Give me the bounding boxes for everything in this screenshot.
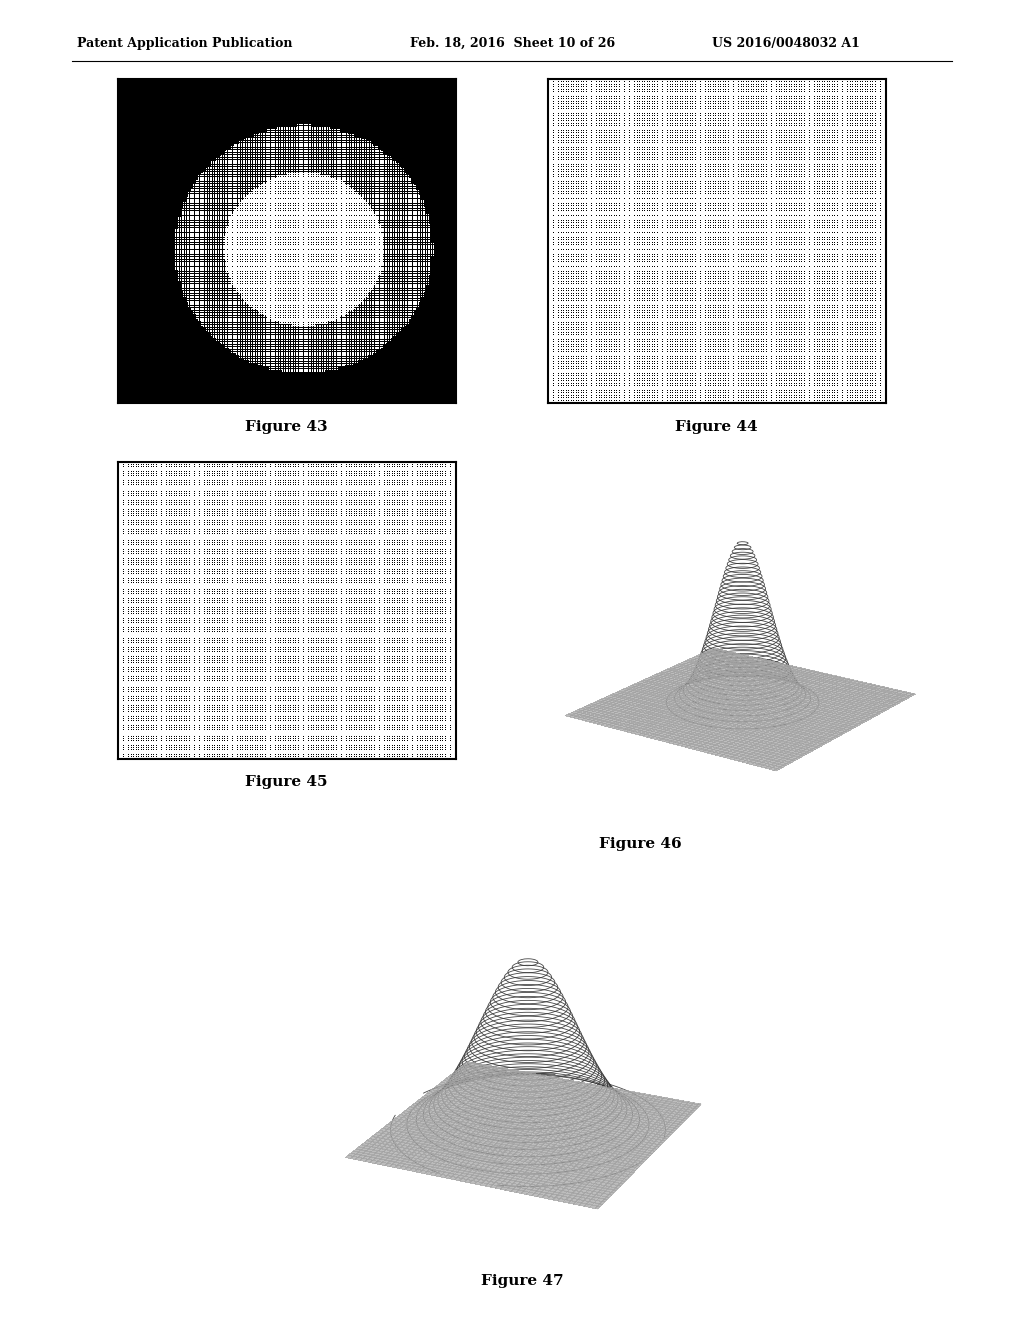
Text: Figure 45: Figure 45 (246, 775, 328, 789)
Text: Figure 47: Figure 47 (481, 1274, 563, 1288)
Text: Figure 44: Figure 44 (676, 420, 758, 434)
Text: US 2016/0048032 A1: US 2016/0048032 A1 (712, 37, 859, 50)
Text: Feb. 18, 2016  Sheet 10 of 26: Feb. 18, 2016 Sheet 10 of 26 (410, 37, 614, 50)
Text: Patent Application Publication: Patent Application Publication (77, 37, 292, 50)
Text: Figure 43: Figure 43 (246, 420, 328, 434)
Text: Figure 46: Figure 46 (599, 837, 681, 851)
